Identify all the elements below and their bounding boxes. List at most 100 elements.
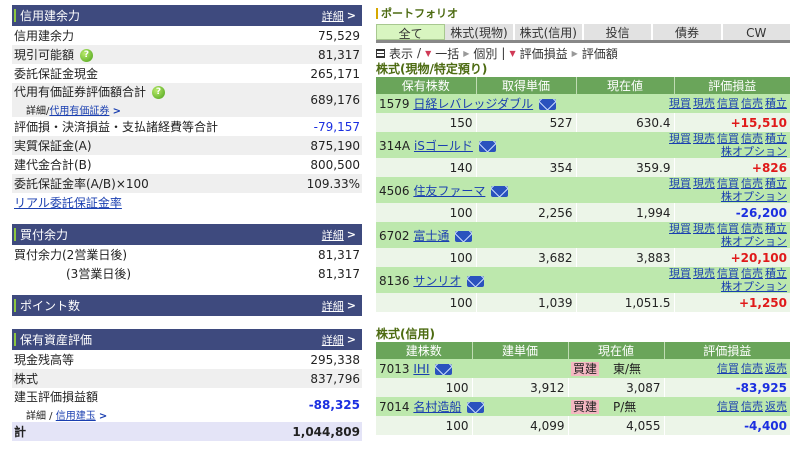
trade-action-link[interactable]: 現買 xyxy=(669,222,691,235)
mail-icon[interactable] xyxy=(539,99,557,110)
trade-action-link[interactable]: 現売 xyxy=(693,222,715,235)
stock-option-link[interactable]: 株オプション xyxy=(721,145,787,158)
credit-detail-link[interactable]: 詳細 > xyxy=(321,9,356,23)
trade-action-link[interactable]: 信買 xyxy=(717,222,739,235)
assets-detail-link[interactable]: 詳細 > xyxy=(321,333,356,347)
trade-action-link[interactable]: 信売 xyxy=(741,222,763,235)
tab-bonds[interactable]: 債券 xyxy=(653,24,723,40)
trade-action-link[interactable]: 信売 xyxy=(741,267,763,280)
mail-icon[interactable] xyxy=(455,230,473,242)
tab-cw[interactable]: CW xyxy=(722,24,790,40)
summary-row: 評価損・決済損益・支払諸経費等合計 -79,157 xyxy=(14,119,360,135)
margin-positions-link[interactable]: 信用建玉 xyxy=(55,411,96,422)
summary-row: 信用建余力 75,529 xyxy=(14,28,360,44)
help-icon[interactable]: ? xyxy=(80,49,94,62)
chevron-right-icon: > xyxy=(346,299,356,312)
trade-action-link[interactable]: 積立 xyxy=(765,132,787,145)
buying-power-section-header: 買付余力 詳細 > xyxy=(12,224,362,245)
credit-section-header: 信用建余力 詳細 > xyxy=(12,5,362,26)
summary-row: 委託保証金率(A/B)×100 109.33% xyxy=(12,174,362,193)
holding-values-row: 100 3,682 3,883 +20,100 xyxy=(376,248,790,267)
holding-name-row: 4506 住友ファーマ 現買 現売 信買 信売 積立 株オプション xyxy=(376,177,790,203)
summary-row: 建玉評価損益額 詳細 / 信用建玉 > -88,325 xyxy=(14,390,360,422)
trade-action-link[interactable]: 信買 xyxy=(717,132,739,145)
chevron-right-icon: > xyxy=(346,9,356,22)
pl-toggle[interactable]: 評価損益 xyxy=(519,46,568,61)
trade-action-link[interactable]: 信買 xyxy=(717,97,739,110)
mail-icon[interactable] xyxy=(467,402,485,413)
assets-section-header: 保有資産評価 詳細 > xyxy=(12,329,362,350)
trade-action-link[interactable]: 信買 xyxy=(717,177,739,190)
chevron-right-icon: > xyxy=(346,228,356,241)
tab-stock-margin[interactable]: 株式(信用) xyxy=(514,24,584,40)
triangle-right-icon: ▶ xyxy=(571,48,578,58)
holding-values-row: 100 1,039 1,051.5 +1,250 xyxy=(376,293,790,312)
section-marker-icon xyxy=(14,299,16,312)
value-toggle[interactable]: 評価額 xyxy=(581,46,618,61)
summary-row: 建代金合計(B) 800,500 xyxy=(14,157,360,173)
stock-name-link[interactable]: iSゴールド xyxy=(413,138,473,153)
collateral-securities-link[interactable]: 代用有価証券 xyxy=(49,106,110,117)
margin-stocks-title: 株式(信用) xyxy=(376,327,435,341)
section-marker-icon xyxy=(376,7,378,19)
tab-all[interactable]: 全て xyxy=(376,24,446,41)
summary-row: 現引可能額? 81,317 xyxy=(12,45,362,64)
trade-action-link[interactable]: 返売 xyxy=(765,362,787,375)
holding-values-row: 100 2,256 1,994 -26,200 xyxy=(376,203,790,222)
trade-action-link[interactable]: 信買 xyxy=(717,362,739,375)
trade-action-link[interactable]: 現買 xyxy=(669,132,691,145)
section-marker-icon xyxy=(14,228,16,241)
holding-name-row: 6702 富士通 現買 現売 信買 信売 積立 株オプション xyxy=(376,222,790,248)
portfolio-panel: ポートフォリオ 全て 株式(現物) 株式(信用) 投信 債券 CW 表示 / ▼ 一… xyxy=(376,5,790,435)
stock-option-link[interactable]: 株オプション xyxy=(721,235,787,248)
trade-action-link[interactable]: 信売 xyxy=(741,362,763,375)
holding-name-row: 1579 日経レバレッジダブル 現買 現売 信買 信売 積立 xyxy=(376,94,790,113)
summary-row: 株式 837,796 xyxy=(12,369,362,388)
trade-action-link[interactable]: 現買 xyxy=(669,97,691,110)
trade-action-link[interactable]: 現売 xyxy=(693,97,715,110)
trade-action-link[interactable]: 現売 xyxy=(693,132,715,145)
stock-option-link[interactable]: 株オプション xyxy=(721,190,787,203)
stock-name-link[interactable]: サンリオ xyxy=(413,273,462,288)
position-name-row: 7014 名村造船 買建 P/無 信買 信売 返売 xyxy=(376,397,790,416)
chevron-right-icon: > xyxy=(346,333,356,346)
help-icon[interactable]: ? xyxy=(152,86,166,99)
buying-detail-link[interactable]: 詳細 > xyxy=(321,228,356,242)
trade-action-link[interactable]: 積立 xyxy=(765,177,787,190)
trade-action-link[interactable]: 現売 xyxy=(693,177,715,190)
position-name-row: 7013 IHI 買建 東/無 信買 信売 返売 xyxy=(376,359,790,378)
individual-toggle[interactable]: 個別 xyxy=(473,46,498,61)
mail-icon[interactable] xyxy=(467,275,485,287)
points-detail-link[interactable]: 詳細 > xyxy=(321,299,356,313)
trade-action-link[interactable]: 信売 xyxy=(741,177,763,190)
trade-action-link[interactable]: 返売 xyxy=(765,400,787,413)
spot-stocks-title: 株式(現物/特定預り) xyxy=(376,62,488,76)
mail-icon[interactable] xyxy=(491,185,509,197)
trade-action-link[interactable]: 積立 xyxy=(765,267,787,280)
stock-name-link[interactable]: 名村造船 xyxy=(413,400,462,414)
summary-row: リアル委託保証金率 xyxy=(12,193,362,212)
trade-action-link[interactable]: 現買 xyxy=(669,267,691,280)
stock-name-link[interactable]: 日経レバレッジダブル xyxy=(413,97,534,111)
trade-action-link[interactable]: 信買 xyxy=(717,267,739,280)
stock-name-link[interactable]: IHI xyxy=(413,361,430,376)
trade-action-link[interactable]: 信売 xyxy=(741,97,763,110)
section-title: 信用建余力 xyxy=(20,9,81,23)
trade-action-link[interactable]: 積立 xyxy=(765,222,787,235)
bulk-toggle[interactable]: 一括 xyxy=(435,46,460,61)
trade-action-link[interactable]: 信買 xyxy=(717,400,739,413)
trade-action-link[interactable]: 積立 xyxy=(765,97,787,110)
mail-icon[interactable] xyxy=(478,140,496,152)
tab-stock-spot[interactable]: 株式(現物) xyxy=(445,24,515,40)
stock-name-link[interactable]: 富士通 xyxy=(413,228,450,243)
stock-option-link[interactable]: 株オプション xyxy=(721,280,787,293)
trade-action-link[interactable]: 信売 xyxy=(741,132,763,145)
stock-name-link[interactable]: 住友ファーマ xyxy=(413,183,486,198)
trade-action-link[interactable]: 現売 xyxy=(693,267,715,280)
mail-icon[interactable] xyxy=(435,363,453,375)
trade-action-link[interactable]: 現買 xyxy=(669,177,691,190)
margin-holdings-table: 建株数 建単価 現在値 評価損益 7013 IHI 買建 東/無 信買 信売 返売 100 3,91… xyxy=(376,342,790,435)
real-margin-rate-link[interactable]: リアル委託保証金率 xyxy=(14,196,122,210)
tab-funds[interactable]: 投信 xyxy=(583,24,654,40)
trade-action-link[interactable]: 信売 xyxy=(741,400,763,413)
